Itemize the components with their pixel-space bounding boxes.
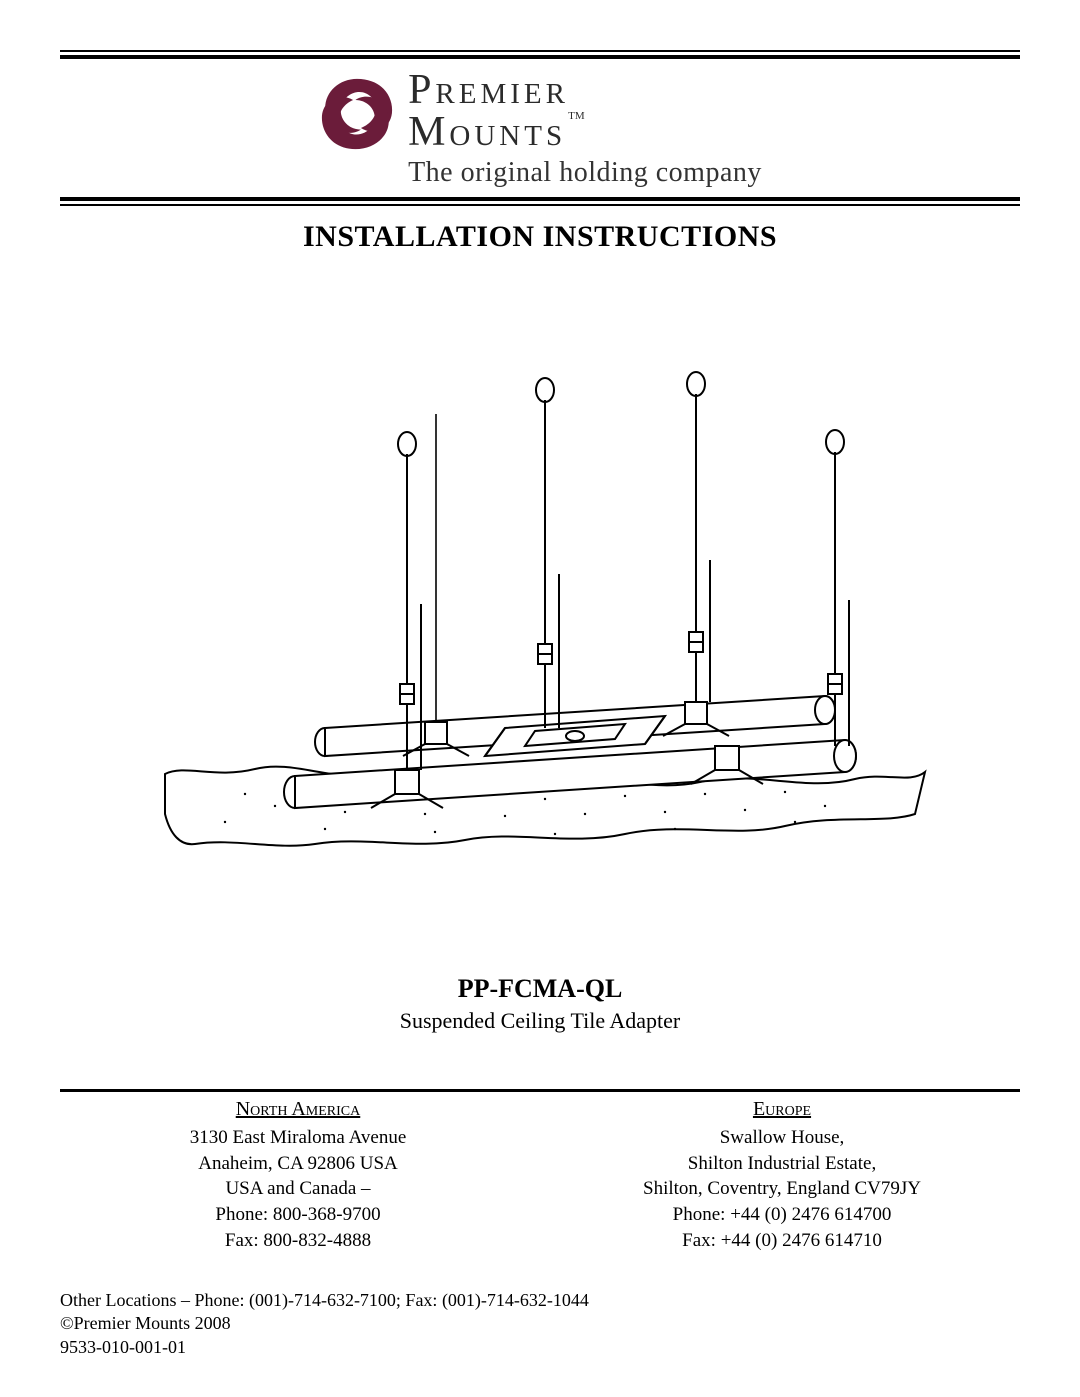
brand-text: Premier MountsTM The original holding co… [408, 69, 762, 189]
rule-thick [60, 197, 1020, 201]
contact-rule-top [60, 1089, 1020, 1092]
na-line-2: USA and Canada – [225, 1178, 370, 1199]
brand-block: Premier MountsTM The original holding co… [60, 69, 1020, 189]
contact-north-america: North America 3130 East Miraloma Avenue … [100, 1096, 496, 1253]
contact-columns: North America 3130 East Miraloma Avenue … [60, 1096, 1020, 1253]
eu-line-2: Shilton, Coventry, England CV79JY [643, 1178, 921, 1199]
brand-row: Premier MountsTM The original holding co… [318, 69, 762, 189]
rule-thin [60, 204, 1020, 206]
footer-copyright: ©Premier Mounts 2008 [60, 1312, 589, 1335]
na-line-1: Anaheim, CA 92806 USA [198, 1153, 398, 1174]
brand-line2-text: Mounts [408, 109, 566, 155]
trademark-symbol: TM [568, 110, 585, 122]
product-diagram [60, 314, 1020, 934]
footer-other-locations: Other Locations – Phone: (001)-714-632-7… [60, 1289, 589, 1312]
rule-thick [60, 55, 1020, 59]
region-label-eu: Europe [753, 1096, 811, 1123]
document-title: INSTALLATION INSTRUCTIONS [60, 220, 1020, 254]
brand-tagline: The original holding company [408, 157, 762, 189]
eu-line-1: Shilton Industrial Estate, [688, 1153, 876, 1174]
brand-name-line2: MountsTM [408, 111, 762, 153]
footer-doc-number: 9533-010-001-01 [60, 1336, 589, 1359]
product-name: Suspended Ceiling Tile Adapter [60, 1008, 1020, 1034]
contact-europe: Europe Swallow House, Shilton Industrial… [584, 1096, 980, 1253]
na-line-3: Phone: 800-368-9700 [215, 1204, 380, 1225]
brand-name-line1: Premier [408, 69, 762, 111]
na-line-0: 3130 East Miraloma Avenue [190, 1127, 407, 1148]
na-line-4: Fax: 800-832-4888 [225, 1230, 371, 1251]
region-label-na: North America [236, 1096, 361, 1123]
footer-block: Other Locations – Phone: (001)-714-632-7… [60, 1289, 589, 1359]
eu-line-0: Swallow House, [720, 1127, 845, 1148]
rule-thin [60, 50, 1020, 52]
diagram-svg [125, 344, 955, 904]
product-code: PP-FCMA-QL [60, 974, 1020, 1004]
mid-rule-group [60, 197, 1020, 206]
eu-line-3: Phone: +44 (0) 2476 614700 [673, 1204, 892, 1225]
top-rule-group [60, 50, 1020, 59]
logo-icon [318, 75, 396, 153]
eu-line-4: Fax: +44 (0) 2476 614710 [682, 1230, 882, 1251]
